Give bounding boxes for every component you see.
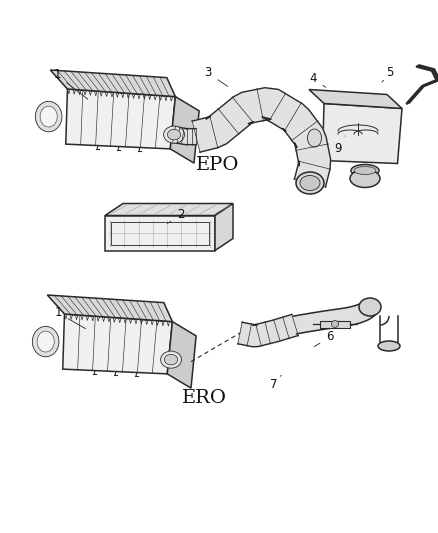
Polygon shape (63, 314, 173, 374)
Text: 3: 3 (204, 67, 228, 86)
Ellipse shape (378, 341, 400, 351)
Polygon shape (170, 96, 199, 163)
Ellipse shape (354, 166, 376, 174)
Ellipse shape (296, 172, 324, 194)
Polygon shape (47, 295, 173, 321)
Ellipse shape (300, 175, 320, 190)
Ellipse shape (40, 106, 57, 127)
Polygon shape (309, 90, 402, 109)
Ellipse shape (164, 126, 184, 143)
Text: 5: 5 (382, 67, 394, 82)
Polygon shape (215, 204, 233, 251)
Polygon shape (238, 314, 298, 347)
Text: 1: 1 (53, 69, 88, 99)
Ellipse shape (32, 326, 59, 357)
Text: 6: 6 (314, 330, 334, 346)
Ellipse shape (164, 354, 178, 365)
Ellipse shape (161, 351, 181, 368)
Text: 1: 1 (54, 306, 85, 329)
Ellipse shape (167, 130, 181, 140)
Text: 2: 2 (167, 208, 185, 223)
Ellipse shape (35, 101, 62, 132)
Polygon shape (192, 88, 331, 187)
Polygon shape (105, 204, 233, 215)
Polygon shape (50, 70, 175, 96)
Ellipse shape (332, 320, 339, 327)
Ellipse shape (37, 331, 54, 352)
Text: 4: 4 (309, 71, 326, 87)
Polygon shape (293, 302, 378, 334)
Ellipse shape (351, 165, 379, 176)
Polygon shape (320, 321, 350, 328)
Ellipse shape (307, 129, 321, 147)
Text: 7: 7 (270, 375, 281, 392)
Text: ERO: ERO (181, 389, 226, 407)
Ellipse shape (359, 298, 381, 316)
Text: 9: 9 (334, 136, 345, 156)
Polygon shape (105, 215, 215, 251)
Polygon shape (173, 127, 196, 144)
Ellipse shape (350, 169, 380, 188)
Polygon shape (167, 321, 196, 388)
Polygon shape (66, 89, 175, 149)
Polygon shape (322, 103, 402, 164)
Text: EPO: EPO (196, 156, 240, 174)
